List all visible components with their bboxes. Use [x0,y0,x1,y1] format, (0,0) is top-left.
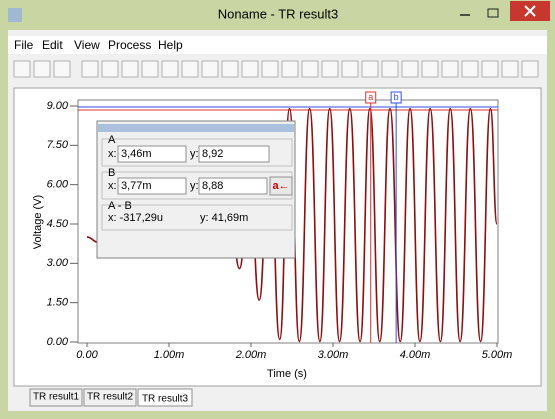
maximize-button[interactable] [487,8,499,18]
toolbar-button[interactable] [301,60,319,78]
tab[interactable] [29,388,83,407]
field-label: y: [190,180,199,192]
y-tick-label: 1.50 [47,297,69,309]
toolbar-button[interactable] [321,60,339,78]
field-value: 8,88 [202,180,223,192]
toolbar-button[interactable] [81,60,99,78]
toolbar-button[interactable] [341,60,359,78]
y-tick-label: 0.00 [47,336,69,348]
menu-item[interactable]: Help [158,38,183,52]
toolbar-button[interactable] [181,60,199,78]
x-tick-label: 4.00m [400,349,431,361]
text-field[interactable] [117,177,187,195]
group-label: A [108,134,116,146]
field-label: y: [190,148,199,160]
toolbar-button[interactable] [421,60,439,78]
x-tick-label: 5.00m [482,349,513,361]
field-value: 3,46m [121,148,152,160]
text-field[interactable] [117,145,187,163]
group-diff [101,204,293,231]
swap-button[interactable] [269,176,293,196]
tab[interactable] [83,388,137,407]
y-tick-label: 6.00 [47,179,69,191]
toolbar-button[interactable] [381,60,399,78]
x-tick-label: 0.00 [76,349,98,361]
field-value: 8,92 [202,148,223,160]
menu-item[interactable]: Process [108,38,151,52]
field-label: x: [108,148,117,160]
group-label: A - B [108,200,132,212]
tab-label: TR result3 [142,394,189,405]
y-tick-label: 4.50 [47,218,69,230]
text-field[interactable] [198,145,270,163]
menu-item[interactable]: Edit [42,38,63,52]
group-a [101,138,293,167]
window-title: Noname - TR result3 [218,6,338,21]
toolbar-button[interactable] [441,60,459,78]
text-field[interactable] [198,177,268,195]
field-label: x: [108,180,117,192]
field-value: 3,77m [121,180,152,192]
toolbar-button[interactable] [53,60,71,78]
toolbar-button[interactable] [361,60,379,78]
tab-label: TR result2 [87,392,134,403]
tab[interactable] [137,388,193,407]
toolbar-button[interactable] [461,60,479,78]
diff-y: y: 41,69m [200,212,248,224]
x-tick-label: 3.00m [318,349,349,361]
app-icon [8,8,22,22]
cursor-label: a [368,92,373,102]
toolbar-button[interactable] [281,60,299,78]
tab-label: TR result1 [33,392,80,403]
group-label: B [108,167,115,179]
toolbar-button[interactable] [221,60,239,78]
x-axis-label: Time (s) [267,368,307,380]
toolbar-button[interactable] [121,60,139,78]
cursor-marker[interactable] [390,91,402,104]
button-label: a← [272,180,289,192]
cursor-marker[interactable] [365,91,377,104]
menu-item[interactable]: File [14,38,34,52]
toolbar-button[interactable] [13,60,31,78]
y-axis-label: Voltage (V) [32,195,44,249]
y-tick-label: 7.50 [47,139,69,151]
x-tick-label: 2.00m [235,349,267,361]
toolbar-button[interactable] [101,60,119,78]
y-tick-label: 3.00 [47,257,69,269]
menu-bar [8,36,547,54]
toolbar-button[interactable] [201,60,219,78]
close-icon [524,5,536,17]
panel-titlebar [98,124,294,132]
toolbar-button[interactable] [241,60,259,78]
x-tick-label: 1.00m [154,349,185,361]
toolbar-button[interactable] [261,60,279,78]
diff-x: x: -317,29u [108,212,163,224]
toolbar-button[interactable] [33,60,51,78]
toolbar-button[interactable] [501,60,519,78]
toolbar-button[interactable] [401,60,419,78]
y-tick-label: 9.00 [47,100,69,112]
toolbar-button[interactable] [161,60,179,78]
cursor-label: b [394,92,399,102]
plot-frame [77,99,499,344]
toolbar-button[interactable] [141,60,159,78]
toolbar-button[interactable] [481,60,499,78]
menu-item[interactable]: View [74,38,100,52]
toolbar-button[interactable] [521,60,539,78]
